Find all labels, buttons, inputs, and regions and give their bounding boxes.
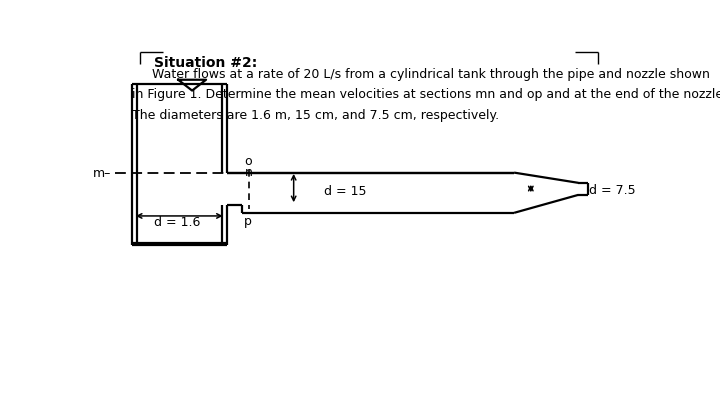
Text: d = 1.6: d = 1.6 — [154, 215, 201, 228]
Text: o: o — [244, 155, 251, 168]
Text: m–: m– — [93, 167, 111, 180]
Text: Water flows at a rate of 20 L/s from a cylindrical tank through the pipe and noz: Water flows at a rate of 20 L/s from a c… — [132, 68, 710, 81]
Text: The diameters are 1.6 m, 15 cm, and 7.5 cm, respectively.: The diameters are 1.6 m, 15 cm, and 7.5 … — [132, 108, 499, 121]
Text: d = 15: d = 15 — [324, 184, 367, 198]
Text: p: p — [244, 214, 252, 227]
Text: Situation #2:: Situation #2: — [154, 56, 258, 70]
Text: n: n — [245, 166, 253, 179]
Text: in Figure 1. Determine the mean velocities at sections mn and op and at the end : in Figure 1. Determine the mean velociti… — [132, 88, 720, 101]
Text: d = 7.5: d = 7.5 — [590, 184, 636, 196]
